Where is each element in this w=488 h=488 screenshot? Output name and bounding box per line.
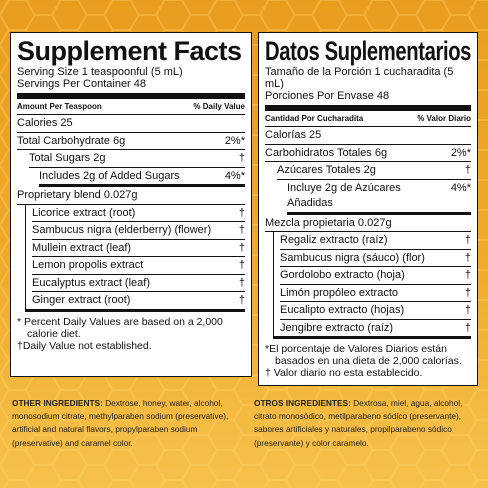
- daily-value: 2%*: [224, 134, 245, 147]
- ingredient-label: Gordolobo extracto (hoja): [280, 269, 405, 281]
- nutrient-label: Calories 25: [17, 117, 73, 129]
- ingredients-label: OTHER INGREDIENTS:: [12, 398, 103, 408]
- daily-value: †: [464, 164, 471, 176]
- footnote: *El porcentaje de Valores Diarios están …: [265, 343, 462, 367]
- nutrient-row: Calories 25: [17, 115, 245, 133]
- servings-per-container: Porciones Por Envase 48: [265, 90, 390, 102]
- footnotes: * Percent Daily Values are based on a 2,…: [17, 312, 245, 352]
- nutrient-label: Calorías 25: [265, 129, 322, 141]
- nutrient-row: Incluye 2g de Azúcares Añadidas 4%*: [287, 180, 471, 215]
- ingredients-text: Dextrose, honey, water, alcohol, monosod…: [12, 398, 229, 448]
- nutrient-label: Includes 2g of Added Sugars: [39, 169, 180, 182]
- servings-per-container: Servings Per Container 48: [17, 78, 147, 90]
- ingredient-label: Sambucus nigra (elderberry) (flower): [32, 224, 212, 236]
- blend-item-row: Sambucus nigra (sáuco) (flor) †: [280, 250, 471, 267]
- header-daily-value: % Valor Diario: [417, 114, 471, 123]
- ingredient-label: Regaliz extracto (raíz): [280, 234, 388, 246]
- blend-row: Mezcla propietaria 0.027g: [265, 215, 471, 232]
- blend-item-row: Ginger extract (root) †: [32, 292, 245, 309]
- supplement-facts-panel: Supplement Facts Serving Size 1 teaspoonf…: [10, 32, 252, 377]
- panel-title: Datos Suplementarios: [265, 36, 472, 66]
- ingredient-label: Sambucus nigra (sáuco) (flor): [280, 251, 425, 264]
- ingredient-label: Limón propóleo extracto: [280, 286, 399, 299]
- divider: [265, 105, 471, 111]
- ingredients: OTHER INGREDIENTS: Dextrose, honey, wate…: [12, 397, 240, 450]
- daily-value: 2%*: [450, 146, 471, 159]
- nutrient-label: Azúcares Totales 2g: [277, 164, 376, 176]
- daily-value: †: [238, 206, 245, 219]
- blend-item-row: Eucalipto extracto (hojas) †: [280, 302, 471, 320]
- ingredient-label: Licorice extract (root): [32, 206, 136, 219]
- ingredients-label: OTROS INGREDIENTES:: [254, 398, 351, 408]
- nutrient-row: Total Carbohydrate 6g 2%*: [17, 133, 245, 150]
- serving-size: Tamaño de la Porción 1 cucharadita (5 mL…: [265, 66, 454, 90]
- nutrient-row: Calorías 25: [265, 127, 471, 145]
- daily-value: †: [238, 259, 245, 271]
- table-header: Cantidad Por Cucharadita % Valor Diario: [265, 111, 471, 127]
- blend-items: Regaliz extracto (raíz) † Sambucus nigra (…: [273, 232, 471, 339]
- daily-value: †: [238, 152, 245, 164]
- blend-item-row: Sambucus nigra (elderberry) (flower) †: [32, 222, 245, 240]
- header-daily-value: % Daily Value: [193, 102, 245, 111]
- blend-row: Proprietary blend 0.027g: [17, 187, 245, 205]
- panel-title: Supplement Facts: [17, 36, 242, 66]
- ingredient-label: Jengibre extracto (raíz): [280, 321, 394, 334]
- blend-item-row: Gordolobo extracto (hoja) †: [280, 267, 471, 285]
- nutrient-row: Carbohidratos Totales 6g 2%*: [265, 145, 471, 162]
- nutrient-row: Includes 2g of Added Sugars 4%*: [39, 168, 245, 187]
- blend-item-row: Jengibre extracto (raíz) †: [280, 320, 471, 337]
- ingredients-text: Dextrosa, miel, agua, alcohol, citrato m…: [254, 398, 463, 448]
- footnote: †Daily Value not established.: [17, 339, 152, 352]
- blend-item-row: Limón propóleo extracto †: [280, 285, 471, 302]
- ingredient-label: Ginger extract (root): [32, 294, 131, 306]
- blend-item-row: Mullein extract (leaf) †: [32, 240, 245, 257]
- daily-value: †: [464, 251, 471, 264]
- nutrient-label: Total Carbohydrate 6g: [17, 134, 126, 147]
- header-amount: Amount Per Teaspoon: [17, 102, 102, 111]
- daily-value: †: [464, 286, 471, 299]
- divider: [17, 93, 245, 99]
- ingredient-label: Eucalyptus extract (leaf): [32, 276, 150, 289]
- nutrient-label: Total Sugars 2g: [29, 152, 106, 164]
- ingredient-label: Mullein extract (leaf): [32, 241, 132, 254]
- nutrient-label: Incluye 2g de Azúcares Añadidas: [287, 181, 401, 210]
- nutrient-row: Azúcares Totales 2g †: [277, 162, 471, 180]
- daily-value: †: [464, 234, 471, 246]
- daily-value: †: [238, 224, 245, 236]
- blend-item-row: Lemon propolis extract †: [32, 257, 245, 275]
- daily-value: †: [238, 294, 245, 306]
- blend-item-row: Eucalyptus extract (leaf) †: [32, 275, 245, 292]
- supplement-facts-panel: Datos Suplementarios Tamaño de la Porción…: [258, 32, 478, 386]
- daily-value: †: [238, 276, 245, 289]
- daily-value: †: [464, 321, 471, 334]
- footnote: † Valor diario no esta establecido.: [265, 367, 423, 379]
- daily-value: 4%*: [450, 181, 471, 194]
- daily-value: †: [464, 269, 471, 281]
- ingredient-label: Eucalipto extracto (hojas): [280, 304, 405, 316]
- daily-value: †: [464, 304, 471, 316]
- nutrient-label: Carbohidratos Totales 6g: [265, 146, 388, 159]
- footnotes: *El porcentaje de Valores Diarios están …: [265, 339, 471, 379]
- daily-value: †: [238, 241, 245, 254]
- blend-item-row: Regaliz extracto (raíz) †: [280, 232, 471, 250]
- blend-item-row: Licorice extract (root) †: [32, 205, 245, 222]
- blend-items: Licorice extract (root) † Sambucus nigra (…: [25, 204, 245, 312]
- footnote: * Percent Daily Values are based on a 2,…: [17, 315, 223, 340]
- table-header: Amount Per Teaspoon % Daily Value: [17, 99, 245, 115]
- serving-size: Serving Size 1 teaspoonful (5 mL): [17, 66, 183, 78]
- header-amount: Cantidad Por Cucharadita: [265, 114, 364, 123]
- ingredient-label: Lemon propolis extract: [32, 259, 144, 271]
- nutrient-row: Total Sugars 2g †: [29, 150, 245, 168]
- daily-value: 4%*: [224, 169, 245, 182]
- ingredients: OTROS INGREDIENTES: Dextrosa, miel, agua…: [254, 397, 480, 450]
